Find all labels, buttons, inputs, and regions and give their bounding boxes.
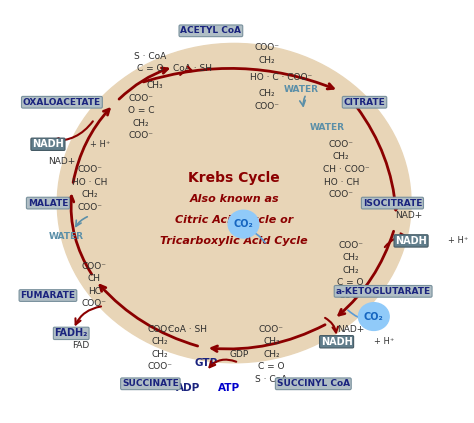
Text: COO⁻: COO⁻: [82, 299, 107, 308]
Text: COO⁻: COO⁻: [128, 132, 154, 140]
Circle shape: [228, 210, 259, 238]
Text: COO⁻: COO⁻: [254, 102, 279, 111]
Text: COO⁻: COO⁻: [77, 165, 102, 174]
Text: S · CoA: S · CoA: [255, 375, 288, 384]
Circle shape: [57, 44, 411, 363]
Text: ACETYL CoA: ACETYL CoA: [181, 26, 241, 35]
Text: CH₂: CH₂: [263, 350, 280, 359]
Text: HO · CH: HO · CH: [72, 178, 108, 187]
Text: CH₂: CH₂: [333, 152, 349, 161]
Text: CoA · SH: CoA · SH: [168, 325, 207, 334]
Text: NAD+: NAD+: [337, 325, 364, 334]
Text: ADP: ADP: [175, 383, 200, 393]
Text: C = O: C = O: [137, 64, 164, 73]
Text: CITRATE: CITRATE: [344, 98, 385, 107]
Text: O = C: O = C: [128, 106, 155, 115]
Text: GTP: GTP: [195, 358, 218, 368]
Text: FUMARATE: FUMARATE: [20, 291, 75, 300]
Text: COO⁻: COO⁻: [147, 325, 172, 334]
Text: ATP: ATP: [219, 383, 241, 393]
Text: FADH₂: FADH₂: [55, 328, 88, 338]
Text: OXALOACETATE: OXALOACETATE: [23, 98, 101, 107]
Text: COO⁻: COO⁻: [329, 190, 354, 199]
Text: WATER: WATER: [284, 85, 319, 94]
Text: NADH: NADH: [395, 236, 427, 246]
Text: COO⁻: COO⁻: [329, 140, 354, 149]
Text: COO⁻: COO⁻: [338, 291, 363, 300]
Text: COO⁻: COO⁻: [259, 325, 284, 334]
Text: FAD: FAD: [72, 341, 89, 351]
Text: SUCCINATE: SUCCINATE: [122, 379, 179, 388]
Text: COO⁻: COO⁻: [128, 93, 154, 102]
Text: NADH: NADH: [321, 337, 353, 347]
Text: CH₂: CH₂: [151, 337, 168, 346]
Text: WATER: WATER: [49, 232, 84, 241]
Text: NADH: NADH: [32, 139, 64, 149]
Text: + H⁺: + H⁺: [448, 236, 469, 245]
Text: CH₂: CH₂: [258, 56, 275, 65]
Text: GDP: GDP: [229, 350, 248, 359]
Text: COO⁻: COO⁻: [77, 203, 102, 212]
Text: CH₃: CH₃: [147, 81, 164, 90]
Text: COO⁻: COO⁻: [82, 262, 107, 271]
Text: CO₂: CO₂: [364, 312, 383, 321]
Text: SUCCINYL CoA: SUCCINYL CoA: [277, 379, 350, 388]
Text: + H⁺: + H⁺: [90, 140, 110, 149]
Text: CH₂: CH₂: [133, 119, 149, 128]
Circle shape: [358, 303, 389, 330]
Text: COO⁻: COO⁻: [147, 363, 172, 371]
Text: C = O: C = O: [258, 363, 285, 371]
Text: CH₂: CH₂: [263, 337, 280, 346]
Text: CH₂: CH₂: [342, 266, 359, 275]
Text: CH: CH: [88, 274, 101, 283]
Text: ISOCITRATE: ISOCITRATE: [363, 198, 422, 208]
Text: Krebs Cycle: Krebs Cycle: [188, 171, 280, 185]
Text: COO⁻: COO⁻: [338, 241, 363, 250]
Text: CH · COO⁻: CH · COO⁻: [323, 165, 369, 174]
Text: C = O: C = O: [337, 278, 364, 288]
Text: Citric Acid Cycle or: Citric Acid Cycle or: [175, 215, 293, 225]
Text: CH₂: CH₂: [342, 253, 359, 262]
Text: NAD+: NAD+: [48, 157, 75, 165]
Text: CH₂: CH₂: [258, 89, 275, 98]
Text: HC: HC: [88, 287, 101, 296]
Text: NAD+: NAD+: [395, 211, 422, 220]
Text: + H⁺: + H⁺: [374, 337, 394, 346]
Text: WATER: WATER: [310, 123, 345, 132]
Text: MALATE: MALATE: [28, 198, 68, 208]
Text: S · CoA: S · CoA: [134, 52, 166, 60]
Text: COO⁻: COO⁻: [254, 43, 279, 52]
Text: HO · C · COO⁻: HO · C · COO⁻: [250, 72, 312, 82]
Text: HO · CH: HO · CH: [324, 178, 359, 187]
Text: CO₂: CO₂: [234, 219, 253, 229]
Text: CH₂: CH₂: [151, 350, 168, 359]
Text: Tricarboxylic Acid Cycle: Tricarboxylic Acid Cycle: [160, 236, 308, 246]
Text: CH₂: CH₂: [82, 190, 98, 199]
Text: a-KETOGLUTARATE: a-KETOGLUTARATE: [336, 287, 431, 296]
Text: Also known as: Also known as: [189, 194, 279, 204]
Text: CoA · SH: CoA · SH: [173, 64, 212, 73]
